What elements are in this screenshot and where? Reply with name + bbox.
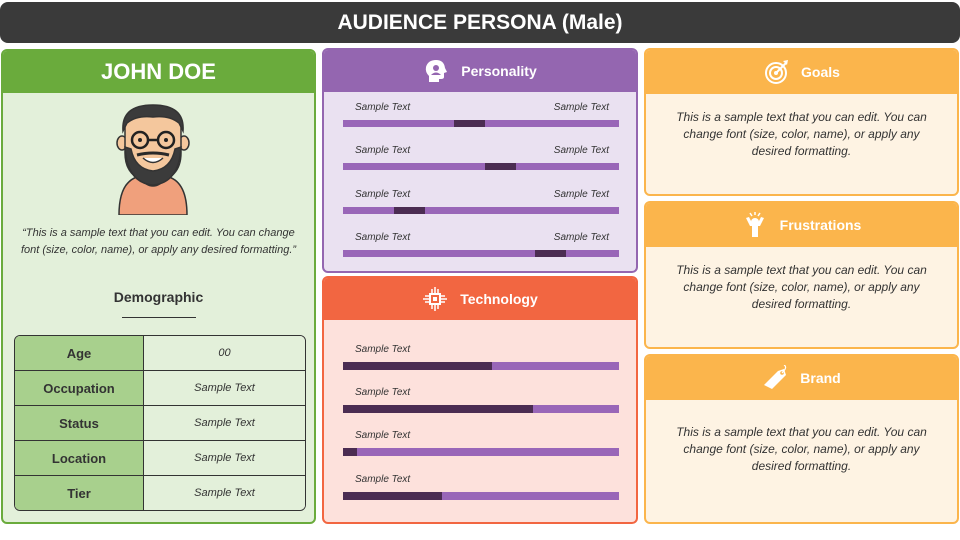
persona-quote: “This is a sample text that you can edit…: [20, 227, 297, 256]
frustrated-person-icon: [745, 212, 764, 237]
goals-text: This is a sample text that you can edit.…: [676, 110, 927, 158]
slider-right-label: Sample Text: [553, 102, 609, 113]
slider-marker: [535, 250, 566, 257]
slider-left-label: Sample Text: [355, 232, 411, 243]
slider-track: [343, 163, 619, 170]
goals-card: Goals This is a sample text that you can…: [644, 48, 959, 196]
table-row: Status Sample Text: [15, 406, 305, 441]
demographic-value: Sample Text: [144, 441, 305, 475]
bar-label: Sample Text: [355, 474, 411, 485]
demographic-table: Age 00 Occupation Sample Text Status Sam…: [14, 335, 306, 511]
technology-title: Technology: [460, 291, 538, 307]
frustrations-header: Frustrations: [646, 203, 957, 247]
head-user-icon: [426, 60, 448, 82]
table-row: Tier Sample Text: [15, 476, 305, 510]
demographic-key: Location: [15, 441, 144, 475]
table-row: Age 00: [15, 336, 305, 371]
bar-fill: [343, 492, 443, 500]
personality-card: Personality Sample Text Sample Text Samp…: [322, 48, 638, 273]
bar-label: Sample Text: [355, 387, 411, 398]
goals-title: Goals: [801, 64, 840, 80]
slider-track: [343, 120, 619, 127]
slider-left-label: Sample Text: [355, 102, 411, 113]
personality-header: Personality: [324, 50, 636, 92]
goals-header: Goals: [646, 50, 957, 94]
persona-name: JOHN DOE: [3, 51, 314, 93]
frustrations-card: Frustrations This is a sample text that …: [644, 201, 959, 349]
slider-marker: [454, 120, 485, 127]
slider-track: [343, 250, 619, 257]
bar-fill: [343, 448, 357, 456]
technology-card: Technology Sample Text Sample Text Sampl…: [322, 276, 638, 524]
bar-track: [343, 448, 619, 456]
brand-card: Brand This is a sample text that you can…: [644, 354, 959, 524]
target-icon: [765, 60, 789, 84]
table-row: Location Sample Text: [15, 441, 305, 476]
demographic-value: 00: [144, 336, 305, 370]
demographic-underline: [122, 317, 196, 318]
bar-label: Sample Text: [355, 344, 411, 355]
demographic-value: Sample Text: [144, 476, 305, 510]
chip-icon: [423, 287, 448, 311]
personality-slider: Sample Text Sample Text: [343, 189, 619, 214]
slider-right-label: Sample Text: [553, 189, 609, 200]
brand-tag-icon: [764, 365, 787, 389]
slider-track: [343, 207, 619, 214]
slider-right-label: Sample Text: [553, 232, 609, 243]
personality-slider: Sample Text Sample Text: [343, 232, 619, 257]
slider-right-label: Sample Text: [553, 145, 609, 156]
frustrations-title: Frustrations: [779, 217, 862, 233]
demographic-value: Sample Text: [144, 406, 305, 440]
bar-track: [343, 405, 619, 413]
bar-fill: [343, 362, 493, 370]
slider-marker: [485, 163, 516, 170]
personality-slider: Sample Text Sample Text: [343, 102, 619, 127]
persona-card: JOHN DOE “This is a sample text that you…: [1, 49, 316, 524]
demographic-title: Demographic: [113, 289, 204, 305]
technology-bar: Sample Text: [343, 344, 619, 370]
demographic-key: Status: [15, 406, 144, 440]
slider-marker: [394, 207, 425, 214]
technology-bar: Sample Text: [343, 430, 619, 456]
demographic-key: Age: [15, 336, 144, 370]
personality-title: Personality: [461, 63, 537, 79]
brand-header: Brand: [646, 356, 957, 400]
demographic-key: Occupation: [15, 371, 144, 405]
bar-track: [343, 362, 619, 370]
slider-left-label: Sample Text: [355, 145, 411, 156]
technology-bar: Sample Text: [343, 387, 619, 413]
slider-left-label: Sample Text: [355, 189, 411, 200]
page-title: AUDIENCE PERSONA (Male): [0, 2, 960, 43]
demographic-key: Tier: [15, 476, 144, 510]
personality-slider: Sample Text Sample Text: [343, 145, 619, 170]
bar-track: [343, 492, 619, 500]
brand-title: Brand: [800, 370, 841, 386]
bar-fill: [343, 405, 534, 413]
bar-label: Sample Text: [355, 430, 411, 441]
demographic-value: Sample Text: [144, 371, 305, 405]
table-row: Occupation Sample Text: [15, 371, 305, 406]
technology-header: Technology: [324, 278, 636, 320]
technology-bar: Sample Text: [343, 474, 619, 500]
avatar: [116, 104, 190, 215]
frustrations-text: This is a sample text that you can edit.…: [676, 263, 927, 311]
brand-text: This is a sample text that you can edit.…: [676, 425, 927, 473]
